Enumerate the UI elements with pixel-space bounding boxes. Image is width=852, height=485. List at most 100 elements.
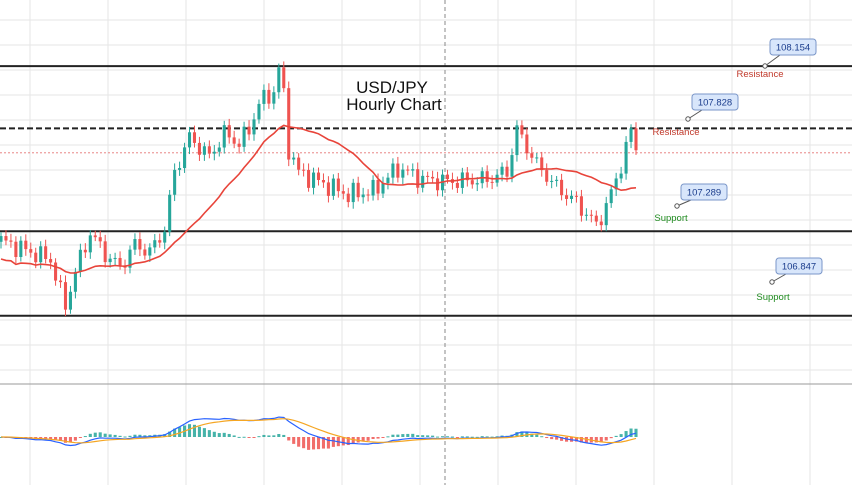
macd-histogram-bar-27 — [133, 434, 137, 437]
macd-histogram-bar-75 — [371, 437, 375, 439]
candle-72 — [356, 176, 360, 202]
candle-body — [391, 163, 395, 178]
macd-signal-line — [1, 418, 637, 444]
candle-47 — [232, 130, 236, 149]
macd-histogram-bar-113 — [560, 437, 564, 441]
candle-body — [63, 282, 68, 310]
candle-26 — [128, 245, 132, 274]
candle-120 — [594, 210, 598, 227]
candle-body — [222, 125, 226, 148]
macd-histogram-bar-41 — [202, 428, 206, 437]
candle-63 — [312, 167, 316, 195]
candle-50 — [247, 120, 251, 141]
candle-body — [9, 240, 13, 242]
candle-body — [624, 141, 628, 174]
macd-histogram-bar-87 — [431, 435, 435, 437]
candle-body — [584, 214, 588, 216]
callout-box — [680, 183, 728, 201]
candle-body — [550, 180, 554, 182]
candle-65 — [321, 173, 325, 188]
candle-body — [371, 179, 375, 196]
candle-109 — [540, 151, 544, 177]
candle-78 — [386, 172, 390, 190]
candle-body — [4, 236, 8, 241]
candle-body — [594, 215, 598, 222]
candle-115 — [569, 190, 574, 204]
candle-body — [232, 137, 236, 144]
macd-histogram-bar-50 — [247, 437, 251, 438]
macd-histogram-bar-56 — [277, 434, 281, 437]
macd-histogram-bar-51 — [252, 437, 256, 438]
candle-24 — [118, 251, 122, 270]
candle-37 — [183, 142, 187, 173]
level-value-label: 107.828 — [698, 98, 732, 109]
candle-41 — [202, 142, 206, 161]
candle-body — [619, 173, 623, 179]
candle-body — [525, 134, 529, 154]
candle-73 — [361, 187, 365, 204]
candle-body — [98, 237, 102, 242]
macd-histogram-bar-48 — [237, 436, 241, 438]
macd-histogram-bar-20 — [98, 432, 102, 437]
candle-body — [302, 169, 306, 171]
candle-56 — [277, 63, 281, 99]
candle-body — [336, 178, 340, 192]
candle-body — [237, 143, 241, 147]
macd-histogram-bar-100 — [495, 436, 499, 438]
candle-108 — [535, 153, 539, 164]
candle-66 — [326, 176, 330, 203]
candle-body — [505, 166, 509, 177]
candle-body — [247, 126, 251, 135]
candle-body — [351, 182, 355, 203]
macd-histogram-bar-34 — [168, 431, 172, 437]
callout-resistance-0: 108.154 Resistance — [737, 38, 817, 80]
macd-histogram-bar-39 — [192, 424, 197, 437]
macd-histogram-bar-55 — [272, 435, 276, 437]
macd-histogram-bar-59 — [292, 437, 296, 444]
candle-42 — [207, 140, 211, 159]
macd-histogram-bar-76 — [376, 437, 380, 439]
macd-histogram-bar-29 — [143, 435, 147, 437]
macd-histogram-bar-73 — [361, 437, 365, 442]
macd-histogram-bar-21 — [103, 433, 107, 437]
candle-body — [212, 151, 216, 154]
candle-body — [287, 88, 291, 160]
macd-histogram-bar-83 — [411, 433, 415, 437]
candle-body — [267, 89, 271, 104]
candle-27 — [133, 233, 137, 255]
level-value-label: 106.847 — [782, 262, 816, 273]
candle-82 — [406, 165, 410, 176]
candle-17 — [83, 243, 87, 258]
callout-support-3: 106.847 Support — [756, 257, 823, 303]
macd-line — [0, 416, 637, 447]
candle-body — [574, 195, 579, 197]
macd-histogram-bar-12 — [58, 437, 63, 441]
candle-38 — [187, 126, 192, 155]
candle-body — [530, 153, 534, 158]
macd-histogram-bar-112 — [555, 437, 559, 440]
candle-86 — [426, 171, 430, 184]
macd-histogram-bar-109 — [540, 436, 544, 438]
macd-histogram-bar-70 — [346, 437, 350, 446]
macd-histogram-bar-110 — [545, 437, 549, 439]
candle-body — [183, 147, 187, 169]
candle-112 — [555, 175, 559, 187]
candle-30 — [148, 243, 152, 262]
candle-body — [168, 194, 172, 232]
macd-histogram-bar-91 — [450, 436, 454, 438]
macd-histogram-bar-22 — [108, 434, 112, 437]
candle-body — [485, 171, 489, 182]
macd-histogram-bar-36 — [178, 427, 182, 437]
macd-histogram-bar-13 — [63, 437, 68, 443]
candle-body — [411, 169, 415, 171]
macd-histogram-bar-52 — [257, 436, 261, 438]
candle-body — [321, 180, 325, 183]
candle-29 — [143, 243, 147, 260]
candle-body — [14, 241, 18, 257]
macd-histogram-bar-14 — [68, 437, 72, 443]
macd-histogram-bar-57 — [282, 434, 286, 437]
macd-histogram-bar-26 — [128, 435, 132, 437]
candle-body — [0, 236, 3, 242]
